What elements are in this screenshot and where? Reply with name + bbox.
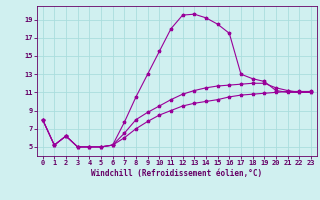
- X-axis label: Windchill (Refroidissement éolien,°C): Windchill (Refroidissement éolien,°C): [91, 169, 262, 178]
